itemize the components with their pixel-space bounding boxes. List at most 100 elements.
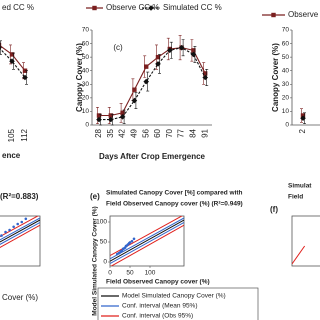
fit-line — [110, 224, 184, 266]
x-tick-label: 0 — [108, 270, 112, 277]
y-tick-label: 30 — [82, 81, 90, 88]
marker-square — [120, 110, 125, 115]
x-tick-label: 112 — [20, 128, 29, 141]
series-line — [0, 47, 26, 78]
y-tick-label: 40 — [82, 67, 90, 74]
y-tick-label: 70 — [282, 27, 290, 34]
y-tick-label: 10 — [82, 108, 90, 115]
y-tick-label: 50 — [100, 239, 108, 246]
x-axis-label: Field Observed Canopy cover (%) — [106, 279, 210, 286]
marker-square — [191, 48, 196, 53]
axes — [91, 30, 212, 126]
y-tick-label: 60 — [282, 40, 290, 47]
data-point — [132, 237, 136, 241]
x-tick-label: 77 — [177, 128, 186, 137]
marker-square — [155, 54, 161, 60]
series-line — [99, 47, 206, 121]
marker-diamond — [131, 97, 138, 104]
data-point — [20, 220, 24, 224]
legend-label: Simulated CC % — [163, 3, 222, 12]
legend-label: Observe CC % — [106, 3, 159, 12]
series-line — [0, 44, 26, 72]
legend-label: Model Simulated Canopy Cover (%) — [122, 293, 226, 300]
marker-square — [96, 113, 102, 118]
y-tick-label: 30 — [282, 81, 290, 88]
data-point — [0, 234, 3, 237]
marker-diamond — [143, 78, 149, 85]
x-tick-label: 60 — [153, 128, 162, 137]
fit-line — [292, 245, 306, 265]
y-tick-label: 0 — [103, 259, 107, 266]
data-point — [120, 249, 124, 253]
marker-square — [144, 64, 149, 69]
legend-label: ed CC % — [2, 3, 34, 12]
y-tick-label: 20 — [282, 95, 290, 102]
y-axis-label: Model Simulated Canopy Cover (%) — [92, 206, 99, 315]
x-tick-label: 91 — [200, 128, 209, 137]
data-point — [8, 228, 11, 232]
subtitle: Simulat — [288, 183, 312, 190]
x-tick-label: 42 — [118, 128, 127, 137]
y-tick-label: 40 — [282, 67, 290, 74]
marker-diamond — [108, 116, 114, 123]
legend-marker — [271, 12, 276, 18]
data-point — [128, 241, 132, 244]
y-tick-label: 10 — [282, 108, 290, 115]
y-tick-label: 50 — [282, 54, 290, 61]
marker-diamond — [300, 115, 306, 122]
subtitle: Field — [288, 194, 303, 201]
marker-diamond — [96, 116, 102, 123]
data-point — [12, 225, 15, 229]
marker-diamond — [119, 114, 126, 120]
fit-line — [110, 221, 184, 265]
y-tick-label: 70 — [82, 27, 90, 34]
chart-title: (e) — [90, 192, 100, 201]
x-tick-label: 105 — [7, 128, 16, 142]
marker-diamond — [22, 74, 28, 81]
fit-line — [110, 219, 184, 262]
marker-square — [9, 52, 15, 57]
chart-title: (R²=0.883) — [0, 192, 39, 201]
x-tick-label: 35 — [106, 128, 115, 137]
x-tick-label: 49 — [130, 128, 139, 137]
y-axis-label: Canopy Cover (%) — [271, 43, 280, 112]
marker-square — [203, 71, 208, 76]
x-tick-label: 28 — [94, 128, 103, 137]
legend-label: Conf. interval (Mean 95%) — [122, 303, 198, 310]
chart-title: (f) — [270, 205, 278, 214]
data-point — [16, 222, 20, 226]
subtitle: Simulated Canopy Cover [%] compared with — [106, 190, 243, 197]
x-tick-label: 56 — [141, 128, 150, 137]
data-point — [130, 239, 134, 243]
marker-diamond — [190, 51, 197, 58]
x-tick-label: 84 — [189, 128, 198, 137]
legend-box — [97, 287, 259, 320]
y-tick-label: 50 — [82, 54, 90, 61]
x-axis-label: ence — [2, 151, 21, 160]
series-line — [99, 47, 206, 117]
data-point — [4, 230, 7, 234]
x-tick-label: 100 — [145, 270, 156, 277]
x-tick-label: 50 — [126, 270, 134, 277]
marker-square — [108, 113, 113, 118]
marker-diamond — [202, 74, 208, 81]
legend-marker — [92, 5, 97, 11]
y-tick-label: 100 — [96, 219, 107, 226]
fit-line — [0, 221, 40, 245]
y-tick-label: 20 — [82, 95, 90, 102]
fit-line — [0, 224, 40, 248]
marker-square — [132, 87, 137, 92]
y-tick-label: 60 — [82, 40, 90, 47]
chart-title: (c) — [113, 43, 123, 52]
x-axis-label: Days After Crop Emergence — [99, 152, 206, 161]
marker-diamond — [155, 61, 161, 67]
marker-diamond — [178, 44, 185, 51]
x-tick-label: 2 — [298, 128, 307, 133]
y-tick-label: 0 — [285, 122, 289, 129]
legend-label: Conf. interval (Obs 95%) — [122, 313, 193, 320]
subtitle: Field Observed Canopy cover (%) (R²=0.94… — [106, 201, 243, 208]
fit-line — [0, 219, 40, 243]
legend-marker — [148, 5, 154, 11]
